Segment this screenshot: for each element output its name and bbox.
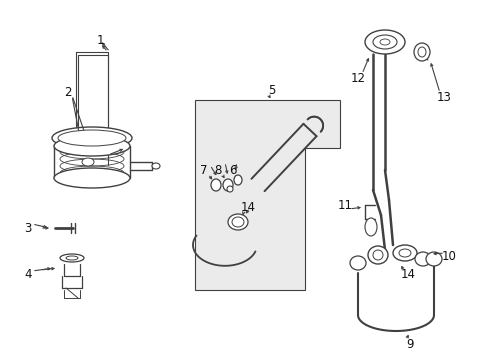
Text: 4: 4 (24, 269, 32, 282)
Text: 12: 12 (350, 72, 365, 85)
Text: 11: 11 (337, 198, 352, 212)
Text: 3: 3 (24, 221, 32, 234)
Ellipse shape (398, 249, 410, 257)
Ellipse shape (364, 30, 404, 54)
Ellipse shape (82, 158, 94, 166)
Ellipse shape (152, 163, 160, 169)
Text: 5: 5 (268, 84, 275, 96)
Ellipse shape (227, 214, 247, 230)
Text: 7: 7 (200, 163, 207, 176)
Text: 6: 6 (229, 163, 236, 176)
Ellipse shape (417, 47, 425, 57)
Text: 8: 8 (214, 163, 221, 176)
Ellipse shape (54, 168, 130, 188)
Ellipse shape (66, 256, 78, 260)
Ellipse shape (234, 175, 242, 185)
Ellipse shape (52, 127, 132, 149)
Ellipse shape (226, 186, 232, 192)
Text: 14: 14 (400, 269, 415, 282)
Ellipse shape (60, 254, 84, 262)
Ellipse shape (364, 218, 376, 236)
Ellipse shape (210, 179, 221, 191)
Ellipse shape (349, 256, 365, 270)
Ellipse shape (372, 250, 382, 260)
Polygon shape (195, 100, 339, 290)
Text: 10: 10 (441, 251, 455, 264)
Ellipse shape (372, 35, 396, 49)
Text: 1: 1 (96, 33, 103, 46)
Ellipse shape (58, 130, 126, 146)
Ellipse shape (54, 136, 130, 156)
Ellipse shape (413, 43, 429, 61)
Ellipse shape (392, 245, 416, 261)
Text: 2: 2 (64, 86, 72, 99)
Ellipse shape (379, 39, 389, 45)
Ellipse shape (414, 252, 430, 266)
Ellipse shape (231, 217, 244, 227)
Ellipse shape (367, 246, 387, 264)
Ellipse shape (223, 179, 232, 191)
Ellipse shape (425, 252, 441, 266)
Text: 14: 14 (240, 201, 255, 213)
Text: 9: 9 (406, 338, 413, 351)
Text: 13: 13 (436, 90, 450, 104)
